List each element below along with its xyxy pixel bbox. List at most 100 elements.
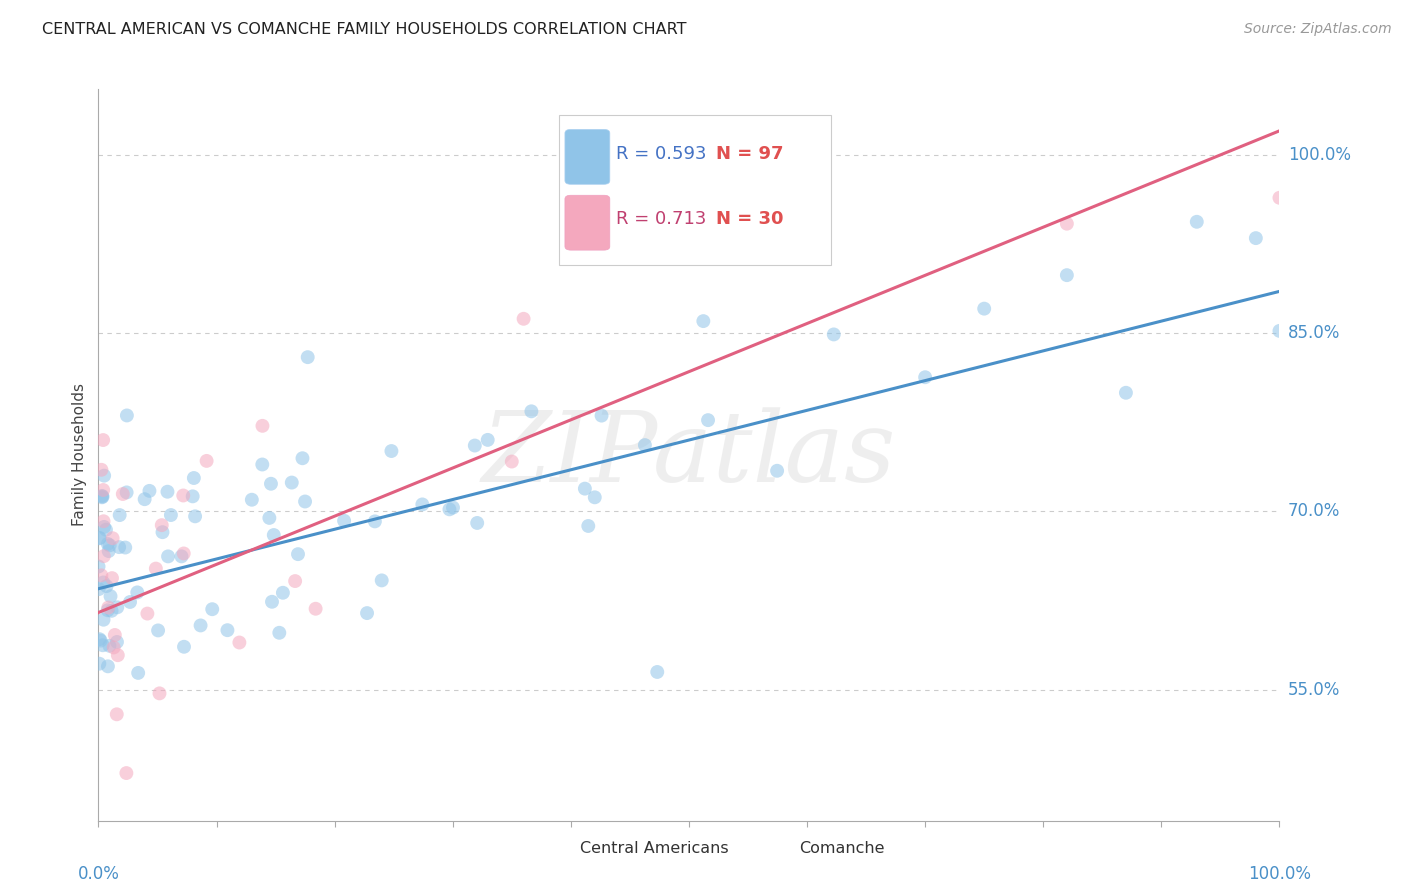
Point <box>201 602 224 616</box>
Point <box>97 659 120 673</box>
Point <box>591 409 613 423</box>
Point <box>97 603 120 617</box>
Point <box>100 604 122 618</box>
FancyBboxPatch shape <box>565 195 610 250</box>
Point <box>281 475 304 490</box>
Point <box>172 488 194 502</box>
Point <box>183 471 205 485</box>
Point <box>91 489 114 503</box>
Point <box>108 508 131 522</box>
Point <box>115 766 138 780</box>
Text: Comanche: Comanche <box>799 841 884 856</box>
Point <box>284 574 307 588</box>
Y-axis label: Family Households: Family Households <box>72 384 87 526</box>
Text: 100.0%: 100.0% <box>1249 864 1310 882</box>
Point <box>108 540 131 554</box>
Point <box>1115 385 1137 400</box>
Point <box>91 433 114 447</box>
Point <box>1244 231 1267 245</box>
Text: R = 0.713: R = 0.713 <box>616 211 706 228</box>
Point <box>973 301 995 316</box>
Point <box>93 520 115 534</box>
Point <box>115 485 138 500</box>
Point <box>127 585 149 599</box>
Point <box>93 613 115 627</box>
Point <box>94 523 117 537</box>
Point <box>97 544 120 558</box>
Point <box>101 571 124 585</box>
Point <box>98 538 121 552</box>
Point <box>364 515 387 529</box>
Point <box>1185 215 1208 229</box>
Point <box>823 327 845 342</box>
Point <box>91 491 114 505</box>
Text: 100.0%: 100.0% <box>1288 145 1351 163</box>
Point <box>91 483 114 497</box>
Point <box>105 635 128 649</box>
Point <box>297 350 319 364</box>
Point <box>439 502 461 516</box>
Point <box>127 665 149 680</box>
Point <box>380 444 402 458</box>
Point <box>263 528 285 542</box>
Point <box>287 547 309 561</box>
Point <box>195 454 218 468</box>
Point <box>576 519 599 533</box>
Point <box>136 607 159 621</box>
Point <box>91 490 114 504</box>
FancyBboxPatch shape <box>762 833 796 863</box>
Point <box>574 482 596 496</box>
Point <box>512 311 534 326</box>
Point <box>91 638 114 652</box>
Text: N = 97: N = 97 <box>716 145 783 162</box>
Point <box>93 549 115 563</box>
Point <box>697 413 720 427</box>
Point <box>148 686 170 700</box>
Point <box>105 707 128 722</box>
Point <box>160 508 183 522</box>
Point <box>692 314 714 328</box>
Point <box>645 665 668 679</box>
Point <box>766 464 789 478</box>
Point <box>228 635 250 649</box>
Text: Central Americans: Central Americans <box>581 841 728 856</box>
Point <box>181 489 204 503</box>
Text: CENTRAL AMERICAN VS COMANCHE FAMILY HOUSEHOLDS CORRELATION CHART: CENTRAL AMERICAN VS COMANCHE FAMILY HOUS… <box>42 22 686 37</box>
Point <box>464 438 486 452</box>
Point <box>170 549 193 564</box>
Text: Source: ZipAtlas.com: Source: ZipAtlas.com <box>1244 22 1392 37</box>
Point <box>89 531 111 545</box>
Point <box>252 458 274 472</box>
Text: N = 30: N = 30 <box>716 211 783 228</box>
Point <box>107 648 129 663</box>
Point <box>190 618 212 632</box>
Point <box>356 606 378 620</box>
FancyBboxPatch shape <box>560 115 831 265</box>
Point <box>411 497 433 511</box>
Point <box>115 409 138 423</box>
Point <box>184 509 207 524</box>
Text: 85.0%: 85.0% <box>1288 324 1340 342</box>
Point <box>111 487 134 501</box>
Point <box>260 595 283 609</box>
Point <box>134 492 156 507</box>
Point <box>441 500 464 515</box>
Text: 55.0%: 55.0% <box>1288 681 1340 698</box>
Point <box>914 370 936 384</box>
Point <box>370 574 392 588</box>
Point <box>87 582 110 596</box>
Point <box>291 451 314 466</box>
Point <box>90 463 112 477</box>
Point <box>97 600 120 615</box>
Point <box>152 525 174 540</box>
Point <box>146 624 169 638</box>
Point <box>217 623 239 637</box>
Point <box>520 404 543 418</box>
Point <box>634 438 657 452</box>
FancyBboxPatch shape <box>565 129 610 185</box>
Point <box>104 628 127 642</box>
Point <box>150 518 173 533</box>
Point <box>118 595 141 609</box>
Point <box>138 483 160 498</box>
Point <box>583 491 606 505</box>
